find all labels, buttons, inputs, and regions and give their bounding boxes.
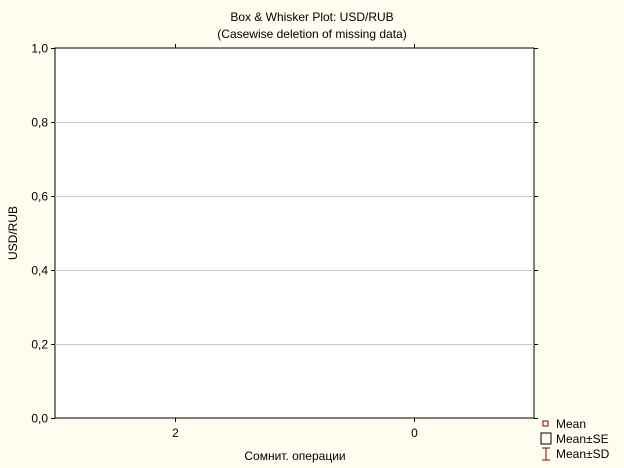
y-tick-label: 0,0 <box>31 412 48 426</box>
legend-label: Mean±SE <box>556 432 609 446</box>
chart-title: Box & Whisker Plot: USD/RUB <box>230 10 393 24</box>
legend-sd-whisker-icon <box>542 447 550 461</box>
y-axis: 0,0 0,2 0,4 0,6 0,8 1,0 <box>31 42 538 426</box>
x-tick-label: 0 <box>411 426 418 440</box>
y-tick-label: 0,4 <box>31 264 48 278</box>
grid-lines <box>55 122 534 345</box>
y-tick-label: 0,2 <box>31 338 48 352</box>
x-tick-label: 2 <box>172 426 179 440</box>
legend-se-box-icon <box>540 432 552 445</box>
chart-subtitle: (Casewise deletion of missing data) <box>217 27 406 41</box>
y-tick-label: 0,8 <box>31 116 48 130</box>
x-axis-label: Сомнит. операции <box>244 449 345 463</box>
legend-label: Mean <box>556 417 586 431</box>
y-tick-label: 0,6 <box>31 190 48 204</box>
legend-label: Mean±SD <box>556 447 610 461</box>
plot-area <box>54 47 535 419</box>
legend-mean-marker-icon <box>542 420 549 427</box>
y-tick-label: 1,0 <box>31 42 48 56</box>
y-axis-label: USD/RUB <box>6 206 20 260</box>
